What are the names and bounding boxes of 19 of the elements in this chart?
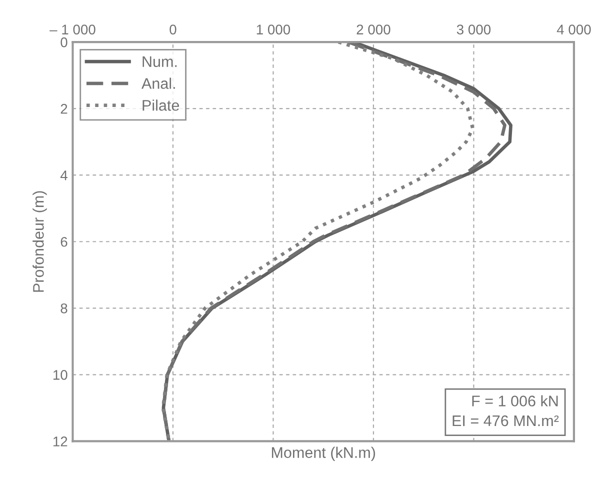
y-axis-title: Profondeur (m) [32,191,47,292]
x-tick-label: 2 000 [356,24,390,34]
y-tick-label: 6 [60,236,68,247]
x-tick-label: – 1 000 [50,24,96,34]
legend-label: Pilate [142,100,180,111]
y-tick-label: 8 [60,303,68,314]
x-tick-label: 1 000 [256,24,290,34]
y-tick-label: 4 [60,170,68,180]
annotation: F = 1 006 kN EI = 476 MN.m² [452,395,559,426]
y-tick-label: 0 [60,37,68,48]
x-axis-title: Moment (kN.m) [272,446,376,461]
legend-label: Num. [142,56,177,68]
x-tick-label: 3 000 [456,24,491,34]
x-tick-label: 0 [170,24,176,34]
x-tick-label: 4 000 [556,24,591,34]
y-tick-label: 10 [53,370,68,380]
y-tick-label: 2 [60,104,68,114]
y-tick-label: 12 [53,436,68,446]
legend-label: Anal. [142,78,175,89]
